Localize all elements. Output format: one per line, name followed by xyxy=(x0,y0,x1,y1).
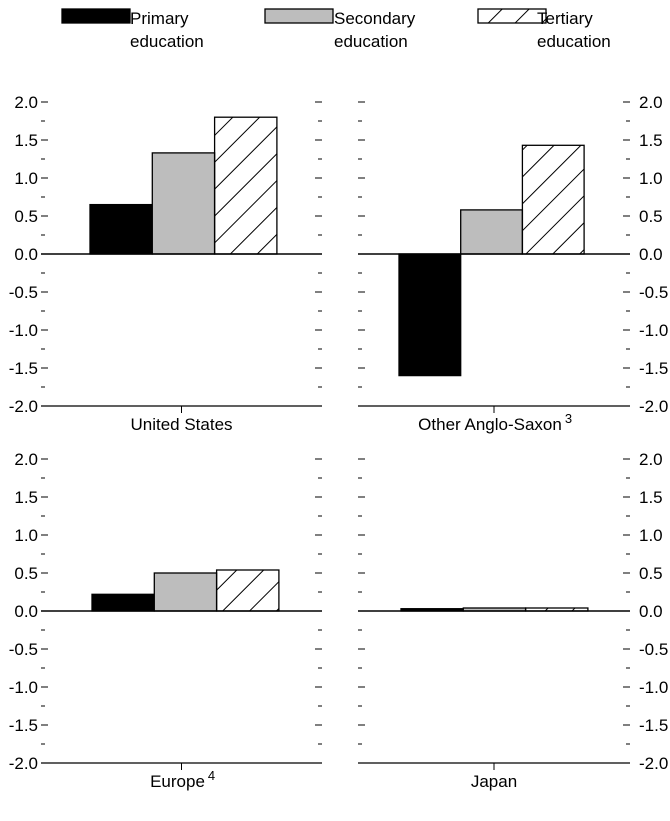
x-axis-label: Japan xyxy=(471,772,517,791)
y-tick-label: -2.0 xyxy=(9,397,38,416)
y-tick-label: 1.5 xyxy=(639,131,663,150)
legend-label: education xyxy=(334,32,408,51)
bar xyxy=(215,569,280,612)
chart-panel: 2.0 1.5 1.0 0.5 0.0 -0.5 -1.0 -1.5 -2.0 Japan xyxy=(358,450,668,791)
x-axis-label-footnote: 4 xyxy=(208,768,215,783)
y-tick-label: -1.0 xyxy=(639,321,668,340)
y-tick-label: 0.0 xyxy=(639,245,663,264)
x-axis-label: Europe xyxy=(150,772,205,791)
y-tick-label: 1.0 xyxy=(639,169,663,188)
y-tick-label: 1.0 xyxy=(14,169,38,188)
y-tick-label: 0.5 xyxy=(639,207,663,226)
legend-swatch xyxy=(477,8,547,24)
bar xyxy=(153,572,218,612)
y-tick-label: 1.0 xyxy=(639,526,663,545)
x-axis-label: Other Anglo-Saxon xyxy=(418,415,562,434)
legend-item: Primary education xyxy=(61,8,204,51)
legend-label: Secondary xyxy=(334,9,416,28)
y-tick-label: 1.0 xyxy=(14,526,38,545)
y-tick-label: -2.0 xyxy=(639,754,668,773)
chart-panel: 2.0 1.5 1.0 0.5 0.0 -0.5 -1.0 -1.5 -2.0 Europe 4 xyxy=(9,450,322,791)
y-tick-label: -0.5 xyxy=(639,640,668,659)
bar xyxy=(91,593,155,612)
chart-panels: 2.0 1.5 1.0 0.5 0.0 -0.5 -1.0 -1.5 -2.0 United St… xyxy=(9,93,669,791)
y-tick-label: -1.0 xyxy=(639,678,668,697)
y-tick-label: 0.0 xyxy=(639,602,663,621)
y-tick-label: 0.5 xyxy=(639,564,663,583)
legend-label: Tertiary xyxy=(537,9,593,28)
x-axis-label: United States xyxy=(130,415,232,434)
y-tick-label: -2.0 xyxy=(9,754,38,773)
legend-label: education xyxy=(130,32,204,51)
y-tick-label: -1.0 xyxy=(9,321,38,340)
bar xyxy=(521,144,585,255)
y-tick-label: 2.0 xyxy=(14,93,38,112)
legend-item: Tertiary education xyxy=(477,8,611,51)
y-tick-label: -1.0 xyxy=(9,678,38,697)
y-tick-label: 0.0 xyxy=(14,602,38,621)
legend-label: education xyxy=(537,32,611,51)
y-tick-label: -1.5 xyxy=(9,359,38,378)
bar xyxy=(398,253,462,377)
y-tick-label: 1.5 xyxy=(639,488,663,507)
y-tick-label: 1.5 xyxy=(14,131,38,150)
y-tick-label: -0.5 xyxy=(639,283,668,302)
x-axis-label-footnote: 3 xyxy=(565,411,572,426)
legend-label: Primary xyxy=(130,9,189,28)
y-tick-label: 2.0 xyxy=(639,450,663,469)
y-tick-label: 2.0 xyxy=(639,93,663,112)
y-tick-label: -0.5 xyxy=(9,283,38,302)
y-tick-label: -1.5 xyxy=(9,716,38,735)
y-tick-label: -1.5 xyxy=(639,359,668,378)
bar xyxy=(213,116,278,255)
bar xyxy=(151,152,216,255)
legend-item: Secondary education xyxy=(264,8,416,51)
legend-swatch xyxy=(264,8,334,24)
y-tick-label: 0.0 xyxy=(14,245,38,264)
legend-swatch xyxy=(61,8,131,24)
y-tick-label: -2.0 xyxy=(639,397,668,416)
y-tick-label: 0.5 xyxy=(14,564,38,583)
legend: PrimaryeducationSecondaryeducationTertia… xyxy=(61,8,611,51)
y-tick-label: -1.5 xyxy=(639,716,668,735)
y-tick-label: 1.5 xyxy=(14,488,38,507)
y-tick-label: -0.5 xyxy=(9,640,38,659)
chart-panel: 2.0 1.5 1.0 0.5 0.0 -0.5 -1.0 -1.5 -2.0 United St… xyxy=(9,93,322,434)
y-tick-label: 0.5 xyxy=(14,207,38,226)
y-tick-label: 2.0 xyxy=(14,450,38,469)
bar xyxy=(460,209,524,255)
chart-panel: 2.0 1.5 1.0 0.5 0.0 -0.5 -1.0 -1.5 -2.0 Other Ang… xyxy=(358,93,668,434)
bar xyxy=(89,203,153,255)
